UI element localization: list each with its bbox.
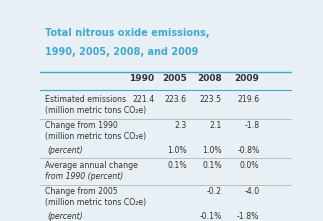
Text: Change from 2005: Change from 2005 <box>45 187 118 196</box>
Text: 223.5: 223.5 <box>200 95 222 104</box>
Text: 1990, 2005, 2008, and 2009: 1990, 2005, 2008, and 2009 <box>45 47 199 57</box>
Text: (percent): (percent) <box>48 212 84 221</box>
Text: 0.1%: 0.1% <box>202 161 222 170</box>
Text: -0.1%: -0.1% <box>200 212 222 221</box>
Text: (million metric tons CO₂e): (million metric tons CO₂e) <box>45 106 147 115</box>
Text: Total nitrous oxide emissions,: Total nitrous oxide emissions, <box>45 28 210 38</box>
Text: (million metric tons CO₂e): (million metric tons CO₂e) <box>45 132 147 141</box>
Text: 1.0%: 1.0% <box>202 146 222 155</box>
Text: Change from 1990: Change from 1990 <box>45 121 118 130</box>
Text: 2.3: 2.3 <box>174 121 187 130</box>
Text: 1.0%: 1.0% <box>167 146 187 155</box>
Text: 0.0%: 0.0% <box>240 161 259 170</box>
Text: 1990: 1990 <box>129 74 154 83</box>
Text: 219.6: 219.6 <box>237 95 259 104</box>
Text: 2005: 2005 <box>162 74 187 83</box>
Text: -1.8%: -1.8% <box>237 212 259 221</box>
Text: 2.1: 2.1 <box>210 121 222 130</box>
Text: 223.6: 223.6 <box>165 95 187 104</box>
Text: (million metric tons CO₂e): (million metric tons CO₂e) <box>45 198 147 207</box>
Text: -1.8: -1.8 <box>244 121 259 130</box>
Text: -0.8%: -0.8% <box>237 146 259 155</box>
Text: -0.2: -0.2 <box>207 187 222 196</box>
Text: 2009: 2009 <box>234 74 259 83</box>
Text: Average annual change: Average annual change <box>45 161 138 170</box>
Text: -4.0: -4.0 <box>244 187 259 196</box>
Text: from 1990 (percent): from 1990 (percent) <box>45 172 124 181</box>
Text: (percent): (percent) <box>48 146 84 155</box>
Text: Estimated emissions: Estimated emissions <box>45 95 127 104</box>
Text: 2008: 2008 <box>197 74 222 83</box>
Text: 221.4: 221.4 <box>132 95 154 104</box>
Text: 0.1%: 0.1% <box>167 161 187 170</box>
